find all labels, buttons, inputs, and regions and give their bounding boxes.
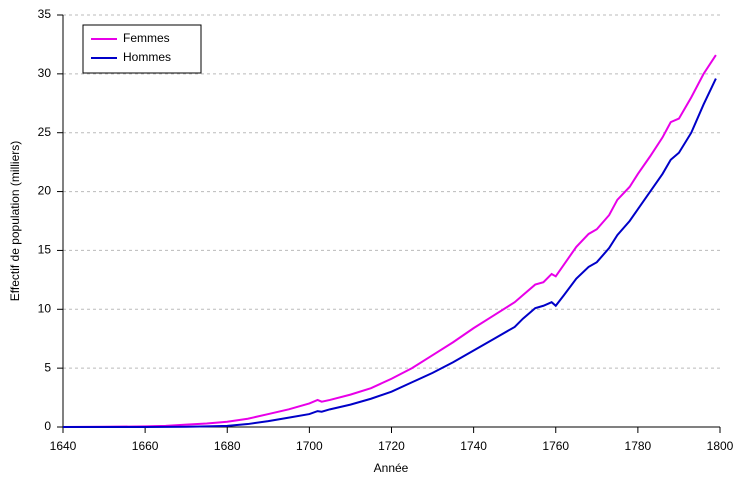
x-tick-label: 1720 [378,439,405,453]
y-tick-label: 0 [44,419,51,433]
x-tick-label: 1660 [132,439,159,453]
x-tick-label: 1760 [542,439,569,453]
x-tick-label: 1640 [50,439,77,453]
x-tick-label: 1680 [214,439,241,453]
y-axis-label: Effectif de population (milliers) [8,141,22,302]
y-tick-label: 30 [38,66,52,80]
legend-box [82,24,202,74]
x-tick-label: 1700 [296,439,323,453]
y-tick-label: 15 [38,243,52,257]
y-tick-label: 10 [38,301,52,315]
y-tick-label: 25 [38,125,52,139]
legend-label: Femmes [123,31,170,45]
x-tick-label: 1780 [625,439,652,453]
y-tick-label: 35 [38,7,52,21]
x-axis-label: Année [374,461,409,475]
x-tick-label: 1740 [460,439,487,453]
legend-label: Hommes [123,50,171,64]
x-tick-label: 1800 [707,439,734,453]
y-tick-label: 5 [44,360,51,374]
y-tick-label: 20 [38,184,52,198]
line [62,54,717,428]
line [63,78,717,428]
